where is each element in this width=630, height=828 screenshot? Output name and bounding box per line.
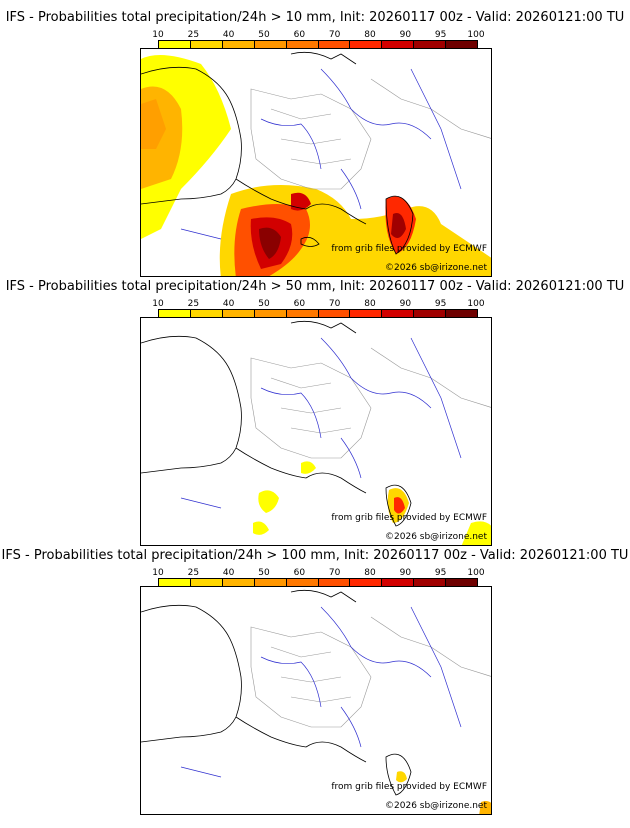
credit-source: from grib files provided by ECMWF xyxy=(331,782,487,792)
precip-field xyxy=(396,771,491,814)
colorbar-segment xyxy=(254,579,287,586)
colorbar-tick-label: 10 xyxy=(152,568,164,578)
colorbar-segment xyxy=(446,579,478,586)
map-canvas xyxy=(141,320,491,545)
colorbar-tick-label: 90 xyxy=(399,568,412,578)
colorbar-segment xyxy=(350,579,383,586)
credit-copyright: ©2026 sb@irizone.net xyxy=(385,532,487,542)
colorbar-tick-label: 25 xyxy=(187,30,200,40)
colorbar-tick-label: 60 xyxy=(293,568,306,578)
colorbar-segment xyxy=(318,310,351,317)
colorbar-segment xyxy=(446,41,478,48)
credit-copyright: ©2026 sb@irizone.net xyxy=(385,801,487,811)
colorbar-tick-label: 100 xyxy=(467,30,485,40)
colorbar-tick-label: 95 xyxy=(434,299,447,309)
panel-10mm: IFS - Probabilities total precipitation/… xyxy=(0,10,630,280)
rivers xyxy=(180,68,462,240)
colorbar-segment xyxy=(222,41,255,48)
colorbar-segment xyxy=(190,310,223,317)
colorbar-segment xyxy=(382,41,415,48)
panel-title: IFS - Probabilities total precipitation/… xyxy=(1,548,629,563)
precip-field xyxy=(141,55,491,276)
coastlines xyxy=(141,589,412,796)
colorbar-segment xyxy=(190,41,223,48)
colorbar-tick-label: 50 xyxy=(258,299,270,309)
colorbar-tick-label: 90 xyxy=(399,30,412,40)
colorbar-tick-label: 80 xyxy=(364,299,376,309)
rivers xyxy=(180,606,462,778)
colorbar-tick-label: 100 xyxy=(467,299,485,309)
colorbar-segment xyxy=(286,41,319,48)
colorbar-tick-label: 70 xyxy=(328,299,341,309)
colorbar-tick-label: 50 xyxy=(258,568,270,578)
colorbar-segment xyxy=(414,310,447,317)
colorbar-tick-label: 70 xyxy=(328,568,341,578)
colorbar-tick-label: 80 xyxy=(364,568,376,578)
colorbar-segment xyxy=(446,310,478,317)
colorbar-segment xyxy=(286,310,319,317)
credit-source: from grib files provided by ECMWF xyxy=(331,244,487,254)
colorbar-segment xyxy=(254,41,287,48)
colorbar-tick-label: 50 xyxy=(258,30,270,40)
colorbar-tick-label: 100 xyxy=(467,568,485,578)
colorbar-segment xyxy=(318,579,351,586)
colorbar-segment xyxy=(382,310,415,317)
colorbar-segment xyxy=(159,579,191,586)
colorbar-tick-label: 10 xyxy=(152,299,164,309)
map-panel: from grib files provided by ECMWF ©2026 … xyxy=(140,317,492,546)
credit-source: from grib files provided by ECMWF xyxy=(331,513,487,523)
panel-100mm: IFS - Probabilities total precipitation/… xyxy=(0,548,630,828)
colorbar-segment xyxy=(414,41,447,48)
colorbar-tick-label: 80 xyxy=(364,30,376,40)
colorbar-segment xyxy=(350,310,383,317)
colorbar-tick-label: 60 xyxy=(293,299,306,309)
colorbar-tick-label: 40 xyxy=(222,568,235,578)
map-panel: from grib files provided by ECMWF ©2026 … xyxy=(140,48,492,277)
colorbar-segment xyxy=(318,41,351,48)
colorbar-segment xyxy=(159,41,191,48)
map-canvas xyxy=(141,589,491,814)
colorbar-tick-label: 70 xyxy=(328,30,341,40)
colorbar-segment xyxy=(254,310,287,317)
colorbar-segment xyxy=(222,579,255,586)
colorbar-segment xyxy=(382,579,415,586)
panel-50mm: IFS - Probabilities total precipitation/… xyxy=(0,279,630,549)
colorbar-tick-label: 95 xyxy=(434,30,447,40)
colorbar-segment xyxy=(286,579,319,586)
colorbar-segment xyxy=(190,579,223,586)
rivers xyxy=(180,337,462,509)
coastlines xyxy=(141,51,414,255)
precip-field xyxy=(253,461,491,545)
map-canvas xyxy=(141,51,491,276)
colorbar-segment xyxy=(222,310,255,317)
map-panel: from grib files provided by ECMWF ©2026 … xyxy=(140,586,492,815)
colorbar-segment xyxy=(350,41,383,48)
colorbar-tick-label: 95 xyxy=(434,568,447,578)
colorbar-segment xyxy=(414,579,447,586)
colorbar-tick-label: 40 xyxy=(222,299,235,309)
coastlines xyxy=(141,320,412,527)
panel-title: IFS - Probabilities total precipitation/… xyxy=(5,279,625,294)
colorbar-tick-label: 40 xyxy=(222,30,235,40)
colorbar-tick-label: 25 xyxy=(187,299,200,309)
panel-title: IFS - Probabilities total precipitation/… xyxy=(5,10,625,25)
colorbar-segment xyxy=(159,310,191,317)
credit-copyright: ©2026 sb@irizone.net xyxy=(385,263,487,273)
colorbar-tick-label: 25 xyxy=(187,568,200,578)
colorbar-tick-label: 10 xyxy=(152,30,164,40)
colorbar-tick-label: 60 xyxy=(293,30,306,40)
colorbar-tick-label: 90 xyxy=(399,299,412,309)
